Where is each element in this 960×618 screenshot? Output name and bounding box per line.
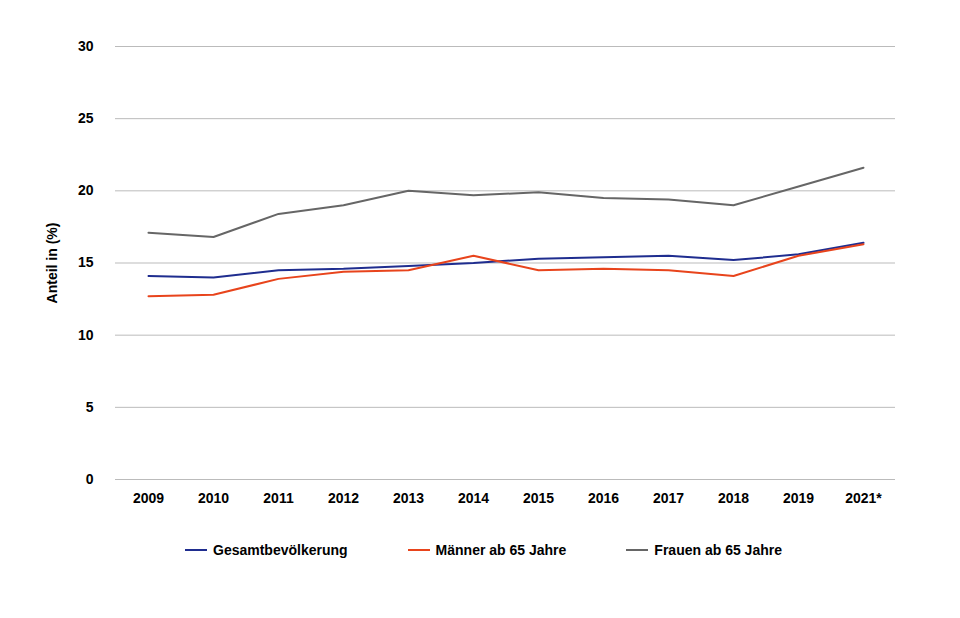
svg-text:20: 20 xyxy=(78,182,94,198)
svg-text:0: 0 xyxy=(86,471,94,487)
svg-text:2018: 2018 xyxy=(718,490,749,506)
html-text:Frauen ab 65 Jahre: Frauen ab 65 Jahre xyxy=(654,542,782,558)
svg-text:25: 25 xyxy=(78,110,94,126)
svg-text:2013: 2013 xyxy=(393,490,424,506)
html-text:Männer ab 65 Jahre: Männer ab 65 Jahre xyxy=(435,542,567,558)
svg-text:2011: 2011 xyxy=(263,490,294,506)
svg-text:2010: 2010 xyxy=(198,490,229,506)
svg-text:Anteil in (%): Anteil in (%) xyxy=(44,223,60,304)
svg-text:30: 30 xyxy=(78,38,94,54)
svg-text:2019: 2019 xyxy=(783,490,814,506)
svg-text:2014: 2014 xyxy=(458,490,489,506)
html-text:Gesamtbevölkerung: Gesamtbevölkerung xyxy=(213,542,348,558)
svg-text:10: 10 xyxy=(78,327,94,343)
svg-text:2016: 2016 xyxy=(588,490,619,506)
svg-text:2012: 2012 xyxy=(328,490,359,506)
svg-text:15: 15 xyxy=(78,254,94,270)
svg-text:2017: 2017 xyxy=(653,490,684,506)
svg-text:2015: 2015 xyxy=(523,490,554,506)
svg-text:5: 5 xyxy=(86,399,94,415)
svg-text:2021*: 2021* xyxy=(845,490,882,506)
svg-text:2009: 2009 xyxy=(133,490,164,506)
